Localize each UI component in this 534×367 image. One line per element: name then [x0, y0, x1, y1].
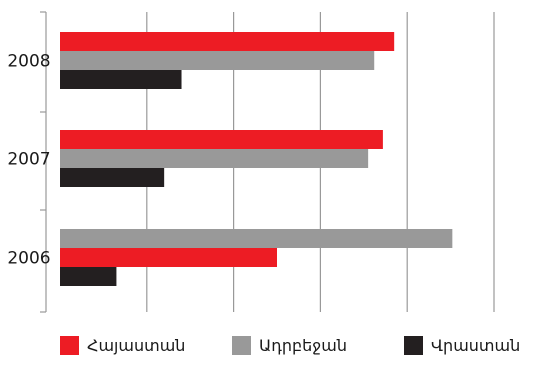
legend-label-2: Ադրբեջան [259, 336, 347, 355]
y-tick-label-2007: 2007 [7, 150, 50, 170]
legend-label-1: Հայաստան [87, 336, 185, 355]
bar-2008-series-3 [60, 70, 182, 89]
bar-2008-series-1 [60, 32, 395, 51]
bar-2006-series-1 [60, 248, 277, 267]
bar-2007-series-1 [60, 130, 383, 149]
legend-label-3: Վրաստան [431, 336, 520, 355]
bar-2007-series-3 [60, 168, 165, 187]
bar-2007-series-2 [60, 149, 369, 168]
legend-swatch-1 [60, 336, 79, 355]
bar-2008-series-2 [60, 51, 375, 70]
y-tick-label-2008: 2008 [7, 52, 50, 72]
legend-swatch-3 [404, 336, 423, 355]
bar-2006-series-2 [60, 229, 453, 248]
legend-swatch-2 [232, 336, 251, 355]
bar-2006-series-3 [60, 267, 117, 286]
y-tick-label-2006: 2006 [7, 249, 50, 269]
